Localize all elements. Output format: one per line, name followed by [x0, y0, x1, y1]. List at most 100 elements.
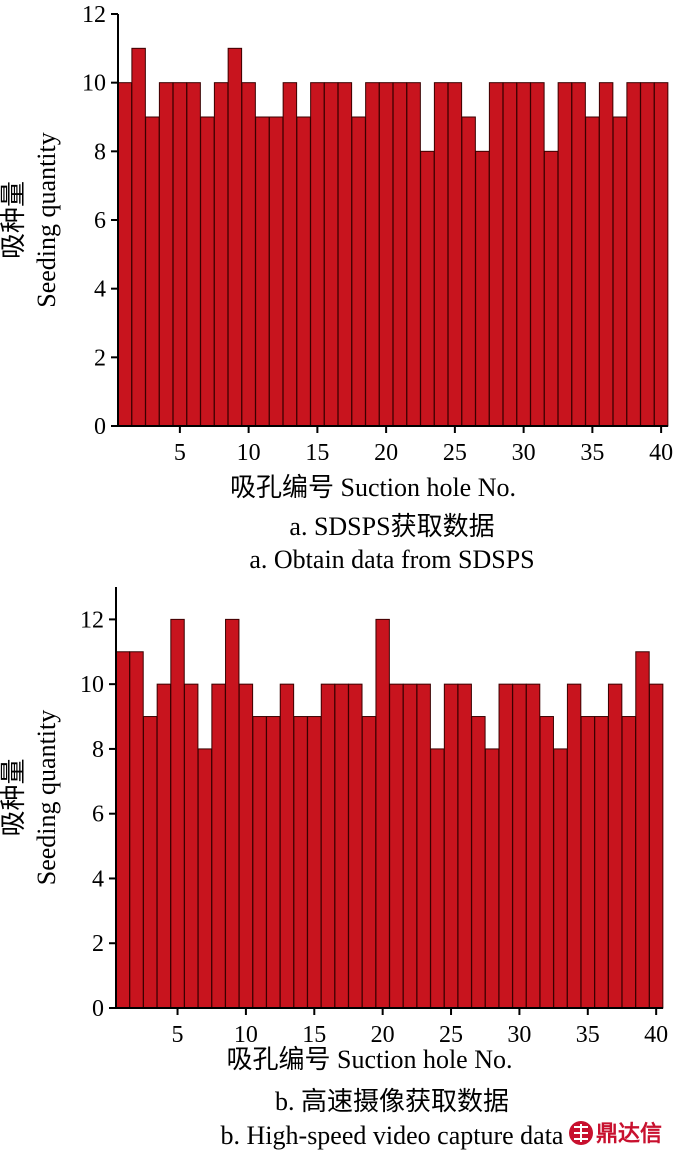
bar-27: [471, 716, 486, 1009]
bar-32: [543, 150, 559, 427]
chart-a: 0 2 4 6 8 10 12 5 10 15 20 25 30 35 40 吸孔编号 Suction hol…: [0, 2, 673, 574]
x-tick-label: 30: [512, 440, 536, 466]
bar-3: [142, 716, 158, 1009]
bar-30: [516, 82, 531, 427]
y-tick-label: 8: [92, 737, 104, 763]
bar-34: [566, 683, 582, 1009]
bar-39: [640, 82, 655, 427]
caption-cn: a. SDSPS获取数据: [289, 512, 494, 541]
bar-21: [392, 82, 408, 427]
bar-40: [653, 82, 669, 427]
bar-5: [172, 82, 188, 427]
y-tick-label: 2: [94, 345, 106, 371]
bar-33: [557, 82, 573, 427]
bar-29: [498, 683, 513, 1009]
bar-16: [320, 683, 336, 1009]
bar-30: [512, 683, 527, 1009]
bar-20: [375, 618, 390, 1009]
y-tick-label: 2: [92, 931, 104, 957]
x-tick-label: 20: [371, 1022, 395, 1048]
bar-2: [129, 651, 144, 1009]
bar-31: [530, 82, 545, 427]
bar-8: [211, 683, 226, 1009]
bar-26: [461, 116, 476, 427]
y-axis-title-en: Seeding quantity: [32, 132, 61, 307]
bar-19: [361, 716, 377, 1009]
bar-22: [402, 683, 418, 1009]
bar-29: [502, 82, 518, 427]
bar-14: [293, 716, 308, 1009]
bar-18: [351, 116, 366, 427]
y-axis-title-cn: 吸种量: [0, 758, 28, 836]
y-tick-label: 10: [80, 672, 104, 698]
bar-10: [238, 683, 254, 1009]
x-tick-label: 5: [174, 440, 186, 466]
y-tick-label: 8: [94, 139, 106, 165]
bar-31: [525, 683, 541, 1009]
bar-39: [635, 651, 650, 1009]
bar-34: [571, 82, 586, 427]
x-tick-label: 35: [576, 1022, 600, 1048]
watermark-logo: 鼎达信: [569, 1121, 662, 1147]
x-tick-label: 20: [374, 440, 398, 466]
bar-36: [594, 716, 609, 1009]
x-tick-label: 10: [237, 440, 261, 466]
bar-28: [484, 748, 500, 1009]
x-tick-label: 25: [439, 1022, 463, 1048]
bar-37: [607, 683, 623, 1009]
y-tick-label: 12: [82, 2, 106, 28]
bar-38: [626, 82, 641, 427]
y-tick-label: 0: [94, 414, 106, 440]
bar-5: [170, 618, 185, 1009]
bar-25: [447, 82, 463, 427]
x-tick-label: 25: [443, 440, 467, 466]
bar-9: [227, 47, 243, 427]
bar-19: [365, 82, 380, 427]
bar-40: [648, 683, 664, 1009]
bar-38: [621, 716, 637, 1009]
bar-6: [186, 82, 201, 427]
x-tick-label: 35: [580, 440, 604, 466]
y-axis-title-cn: 吸种量: [0, 181, 28, 259]
bar-1: [117, 82, 133, 427]
bar-37: [612, 116, 628, 427]
bar-13: [282, 82, 298, 427]
bar-13: [279, 683, 295, 1009]
bar-2: [131, 47, 146, 427]
y-tick-label: 6: [92, 802, 104, 828]
bar-20: [378, 82, 394, 427]
bar-8: [213, 82, 229, 427]
caption-en: a. Obtain data from SDSPS: [249, 545, 534, 574]
bar-4: [158, 82, 174, 427]
bar-35: [585, 116, 600, 427]
bar-12: [268, 116, 284, 427]
y-tick-label: 0: [92, 996, 104, 1022]
y-tick-label: 10: [82, 71, 106, 97]
bar-17: [334, 683, 349, 1009]
bar-11: [252, 716, 267, 1009]
bar-22: [406, 82, 421, 427]
bar-3: [145, 116, 160, 427]
x-axis-title: 吸孔编号 Suction hole No.: [230, 473, 516, 502]
bar-23: [416, 683, 431, 1009]
watermark-text: 鼎达信: [596, 1121, 662, 1147]
bar-27: [475, 150, 490, 427]
caption-cn: b. 高速摄像获取数据: [275, 1087, 509, 1116]
y-axis-title-en: Seeding quantity: [32, 710, 61, 885]
bar-33: [553, 748, 568, 1009]
bar-21: [389, 683, 404, 1009]
bar-4: [156, 683, 172, 1009]
logo-mark-icon: [569, 1121, 593, 1145]
x-tick-label: 5: [172, 1022, 184, 1048]
y-tick-label: 12: [80, 607, 104, 633]
x-tick-label: 15: [305, 440, 329, 466]
x-tick-label: 15: [302, 1022, 326, 1048]
chart-b: 0 2 4 6 8 10 12 5 10 15 20 25 30 35 40 吸孔编号 Suction hol…: [0, 587, 668, 1150]
bar-36: [598, 82, 614, 427]
bar-24: [430, 748, 445, 1009]
bar-24: [433, 82, 449, 427]
x-tick-label: 10: [234, 1022, 258, 1048]
x-tick-label: 40: [649, 440, 673, 466]
bar-7: [200, 116, 215, 427]
bar-17: [337, 82, 353, 427]
